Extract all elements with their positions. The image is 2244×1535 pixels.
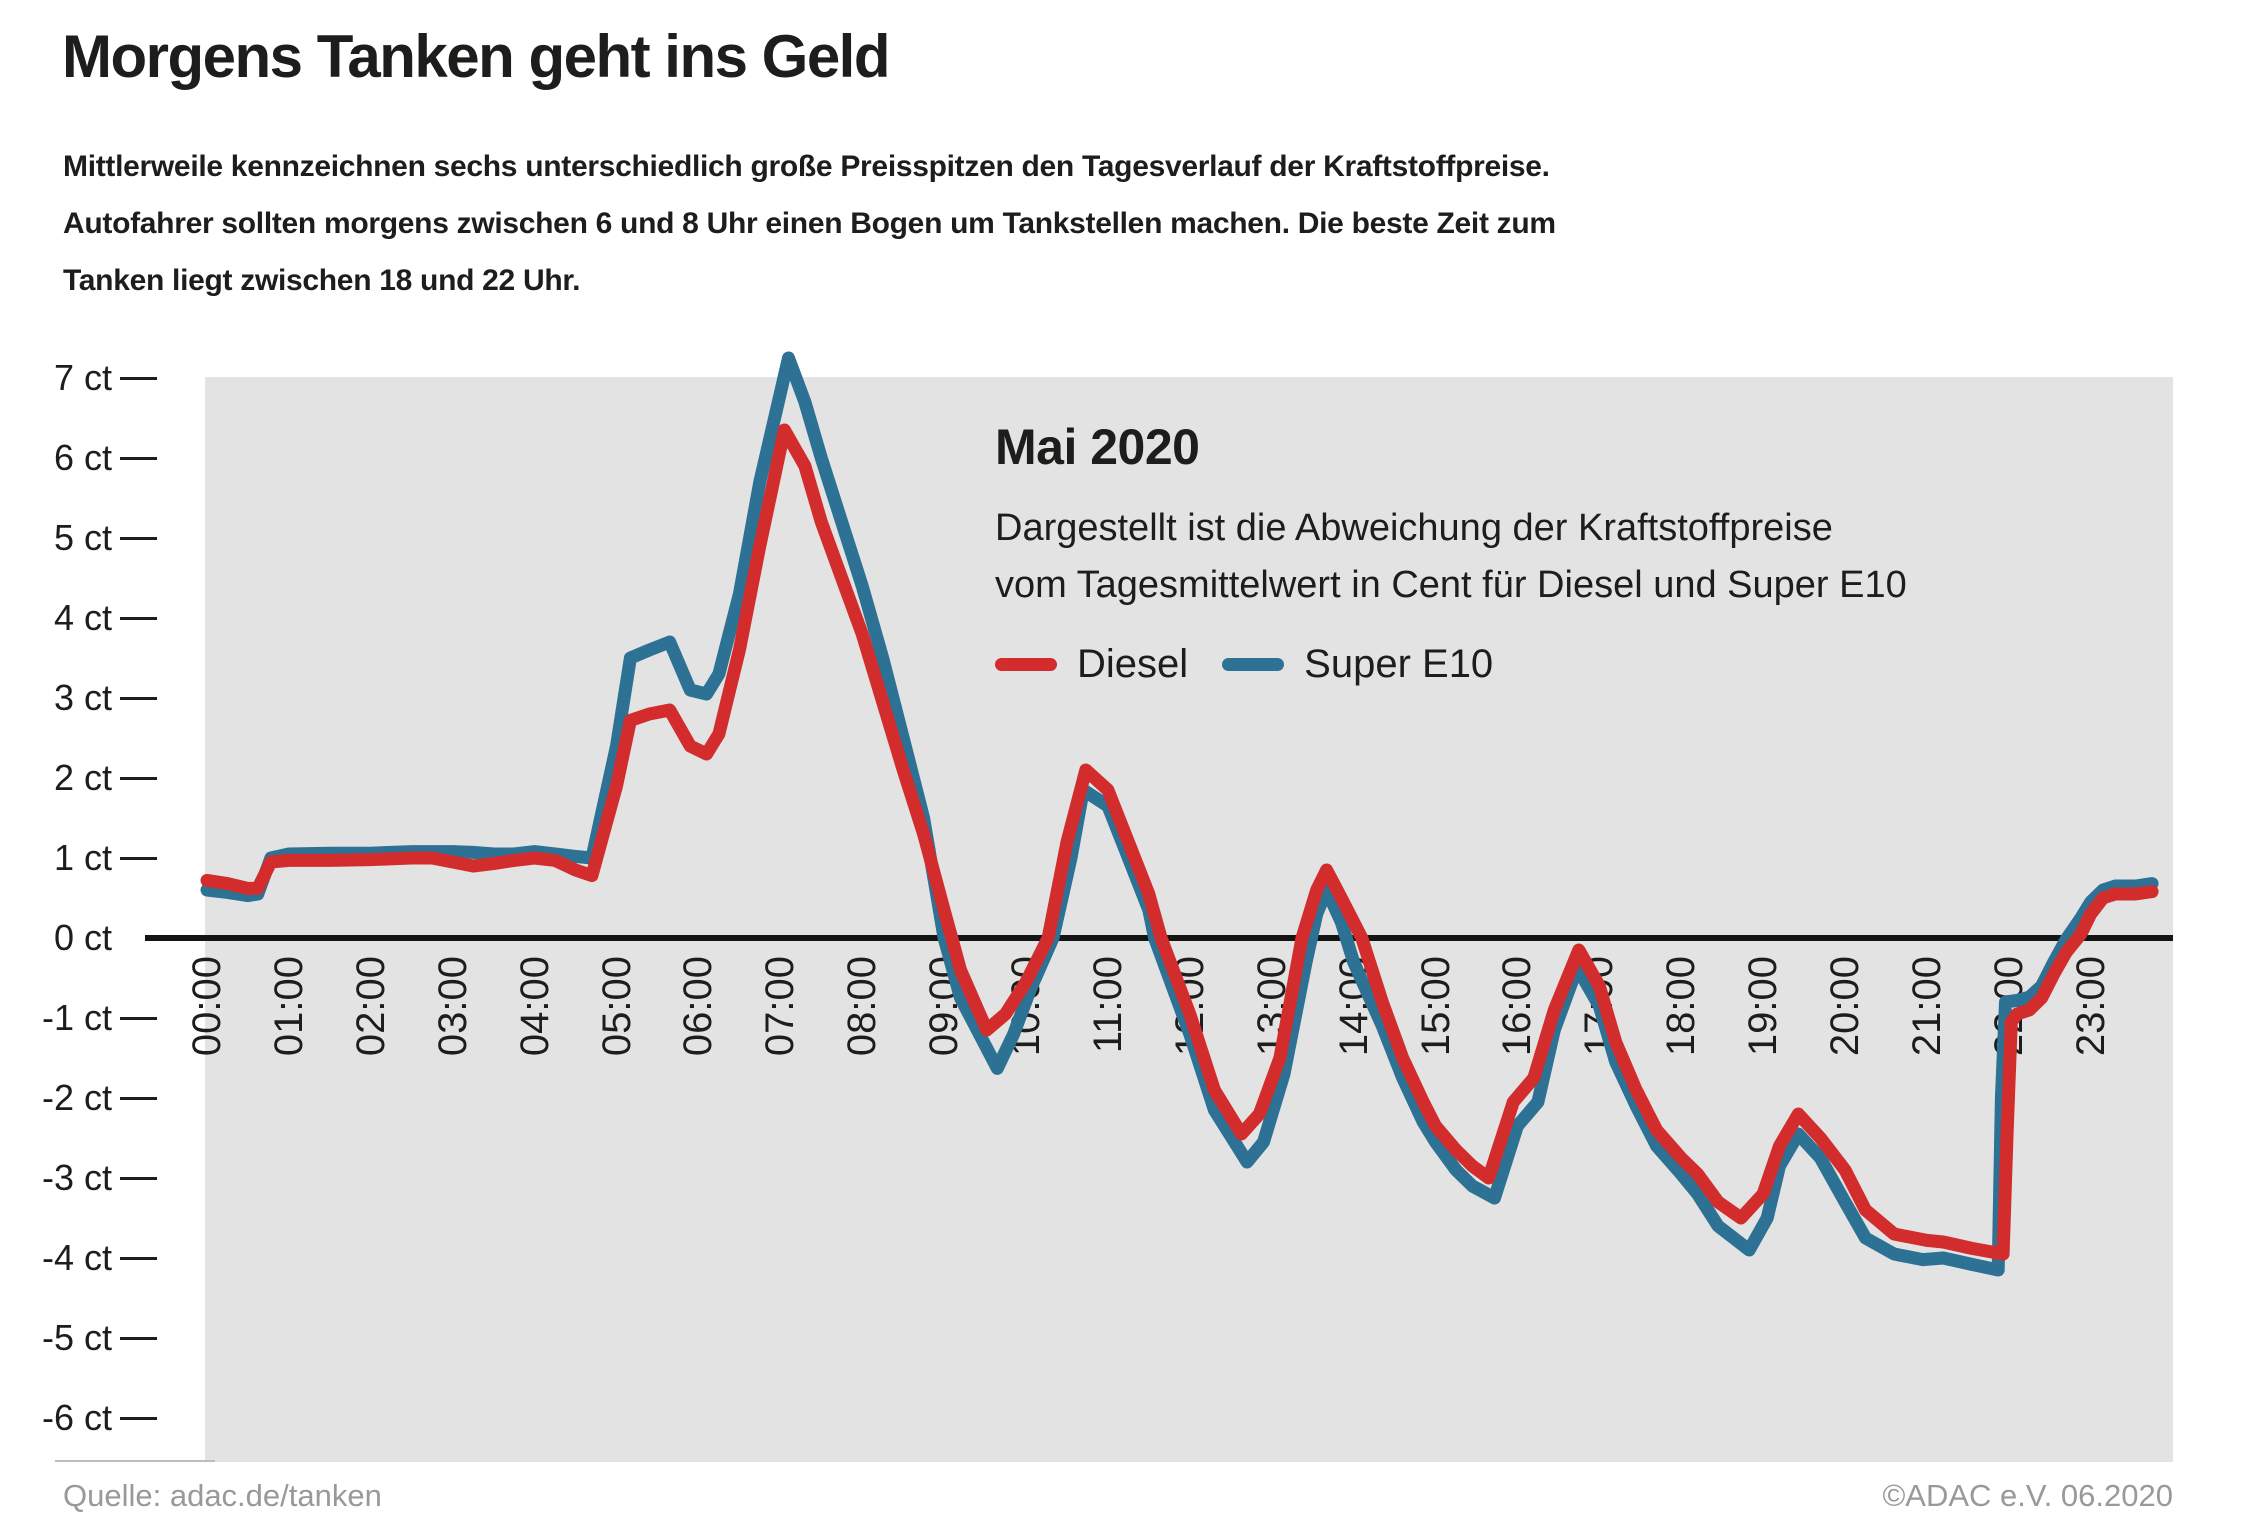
legend-label: Diesel xyxy=(1077,642,1189,686)
y-tick-dash xyxy=(120,1416,157,1420)
y-tick-dash xyxy=(120,1256,157,1260)
intro-line: Tanken liegt zwischen 18 und 22 Uhr. xyxy=(63,264,581,297)
x-axis-label: 05:00 xyxy=(594,956,639,1057)
x-axis-label: 22:00 xyxy=(1986,956,2031,1057)
x-axis-label: 08:00 xyxy=(840,956,885,1057)
x-axis-label: 14:00 xyxy=(1331,956,1376,1057)
chart-description: Dargestellt ist die Abweichung der Kraft… xyxy=(995,500,1907,614)
y-tick-dash xyxy=(120,536,157,540)
axis-baseline-segment xyxy=(55,1460,215,1462)
x-axis-label: 03:00 xyxy=(430,956,475,1057)
x-axis-label: 01:00 xyxy=(266,956,311,1057)
x-axis-label: 04:00 xyxy=(512,956,557,1057)
legend-swatch xyxy=(995,658,1057,671)
y-tick-dash xyxy=(120,1016,157,1020)
y-tick-dash xyxy=(120,1176,157,1180)
page-title: Morgens Tanken geht ins Geld xyxy=(62,23,891,90)
y-tick-label: 3 ct xyxy=(53,677,112,718)
chart-period-heading: Mai 2020 xyxy=(995,419,1200,475)
chart-description-line: vom Tagesmittelwert in Cent für Diesel u… xyxy=(995,564,1907,606)
intro-text: Mittlerweile kennzeichnen sechs untersch… xyxy=(63,138,1556,309)
y-tick-label: 5 ct xyxy=(53,517,112,558)
x-axis-label: 12:00 xyxy=(1167,956,1212,1057)
y-tick-dash xyxy=(120,856,157,860)
y-tick-label: 7 ct xyxy=(53,357,112,398)
x-axis-label: 10:00 xyxy=(1004,956,1048,1057)
chart-description-line: Dargestellt ist die Abweichung der Kraft… xyxy=(995,507,1833,549)
y-tick-label: 1 ct xyxy=(53,837,112,878)
legend-item-super-e10: Super E10 xyxy=(1222,642,1493,687)
x-axis-label: 07:00 xyxy=(758,956,803,1057)
x-axis-label: 17:00 xyxy=(1577,956,1622,1057)
y-tick-dash xyxy=(120,456,157,460)
x-axis-label: 06:00 xyxy=(676,956,721,1057)
y-tick-label: -4 ct xyxy=(41,1237,112,1278)
legend-item-diesel: Diesel xyxy=(995,642,1188,687)
source-note: Quelle: adac.de/tanken xyxy=(63,1478,382,1513)
y-tick-dash xyxy=(120,776,157,780)
x-axis-label: 13:00 xyxy=(1249,956,1294,1057)
intro-line: Mittlerweile kennzeichnen sechs untersch… xyxy=(63,150,1550,183)
y-tick-label: 2 ct xyxy=(53,757,112,798)
legend: Diesel Super E10 xyxy=(995,642,1493,687)
x-axis-label: 19:00 xyxy=(1741,956,1786,1057)
x-axis-label: 20:00 xyxy=(1823,956,1867,1057)
y-tick-label: -3 ct xyxy=(41,1157,112,1198)
y-tick-label: 4 ct xyxy=(53,597,112,638)
y-tick-dash xyxy=(120,1096,157,1100)
y-tick-label: -6 ct xyxy=(41,1397,112,1438)
intro-line: Autofahrer sollten morgens zwischen 6 un… xyxy=(63,207,1556,240)
copyright-note: ©ADAC e.V. 06.2020 xyxy=(1882,1478,2173,1513)
x-axis-label: 23:00 xyxy=(2068,956,2113,1057)
legend-label: Super E10 xyxy=(1304,642,1494,686)
x-axis-label: 15:00 xyxy=(1413,956,1458,1057)
y-tick-label: -1 ct xyxy=(41,997,112,1038)
x-axis-label: 02:00 xyxy=(348,956,393,1057)
y-tick-label: 6 ct xyxy=(53,437,112,478)
x-axis-label: 21:00 xyxy=(1904,956,1949,1057)
x-axis-label: 16:00 xyxy=(1495,956,1540,1057)
x-axis-label: 18:00 xyxy=(1659,956,1704,1057)
y-tick-label: -2 ct xyxy=(41,1077,112,1118)
y-tick-dash xyxy=(120,1336,157,1340)
zero-baseline xyxy=(145,935,2173,941)
y-tick-label: -5 ct xyxy=(41,1317,112,1358)
x-axis-label: 00:00 xyxy=(185,956,229,1057)
x-axis-label: 11:00 xyxy=(1085,956,1130,1054)
y-tick-dash xyxy=(120,376,157,380)
legend-swatch xyxy=(1222,658,1285,671)
y-tick-dash xyxy=(120,616,157,620)
y-tick-label: 0 ct xyxy=(53,917,112,958)
x-axis-label: 09:00 xyxy=(922,956,967,1057)
y-tick-dash xyxy=(120,696,157,700)
